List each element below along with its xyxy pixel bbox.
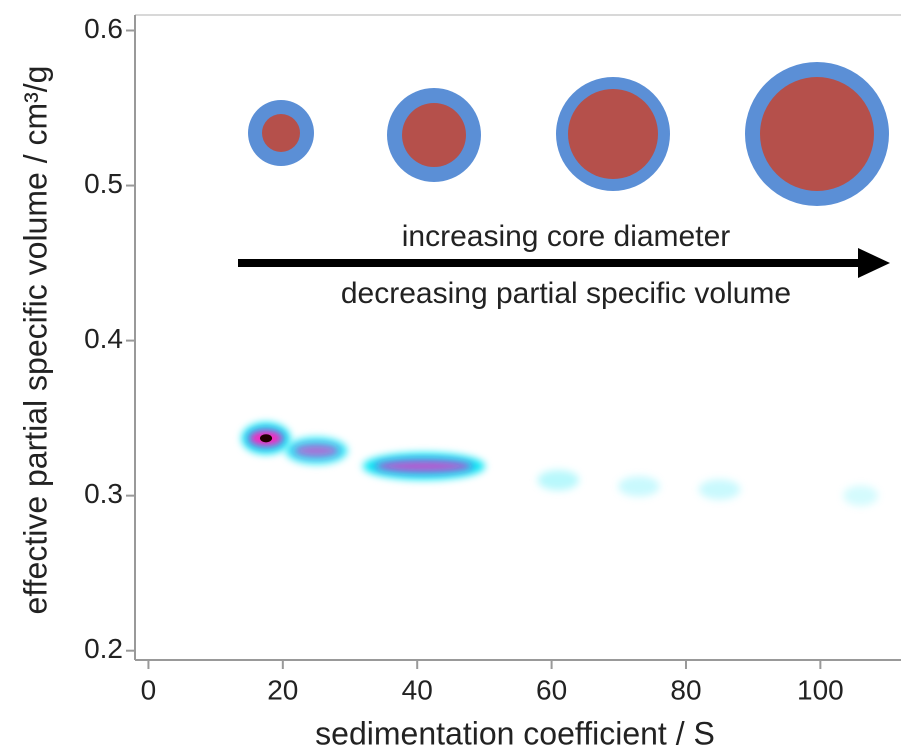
density-blob [698,479,741,500]
illustration [238,62,890,278]
density-blob [843,485,879,506]
particle-core [568,89,658,179]
x-axis-title: sedimentation coefficient / S [315,715,715,751]
x-tick-label: 60 [536,674,567,705]
y-tick-label: 0.2 [84,633,123,664]
particle-core [262,114,300,152]
particle-core [402,103,466,167]
density-blob [537,469,580,491]
density-blob [618,476,660,497]
y-axis-title: effective partial specific volume / cm³/… [17,66,53,615]
particle-core [760,77,874,191]
density-core [375,459,473,473]
arrow-head [858,248,890,278]
annotation: decreasing partial specific volume [341,277,791,310]
y-tick-label: 0.5 [84,168,123,199]
annotation: increasing core diameter [402,220,731,253]
density-peak [259,434,273,443]
density-core [293,444,340,458]
y-tick-label: 0.3 [84,478,123,509]
x-tick-label: 20 [267,674,298,705]
x-tick-label: 0 [141,674,157,705]
x-tick-label: 40 [402,674,433,705]
y-tick-label: 0.6 [84,13,123,44]
x-tick-label: 100 [797,674,844,705]
x-tick-label: 80 [670,674,701,705]
y-tick-label: 0.4 [84,323,123,354]
